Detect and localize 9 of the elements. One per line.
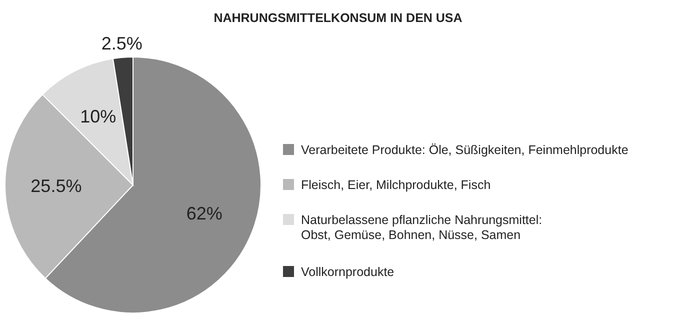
- legend-label: Verarbeitete Produkte: Öle, Süßigkeiten, Feinmehlprodukte: [301, 143, 628, 157]
- data-label: 62%: [186, 203, 222, 224]
- chart-title: NAHRUNGSMITTELKONSUM IN DEN USA: [214, 11, 462, 25]
- legend-label: Vollkornprodukte: [301, 265, 394, 279]
- legend-label: Fleisch, Eier, Milchprodukte, Fisch: [301, 178, 491, 192]
- data-label: 10%: [80, 106, 116, 127]
- data-label: 25.5%: [30, 176, 82, 196]
- data-label: 2.5%: [101, 33, 142, 54]
- legend-label: Naturbelassene pflanzliche Nahrungsmittel: Obst, Gemüse, Bohnen, Nüsse, Samen: [301, 213, 542, 242]
